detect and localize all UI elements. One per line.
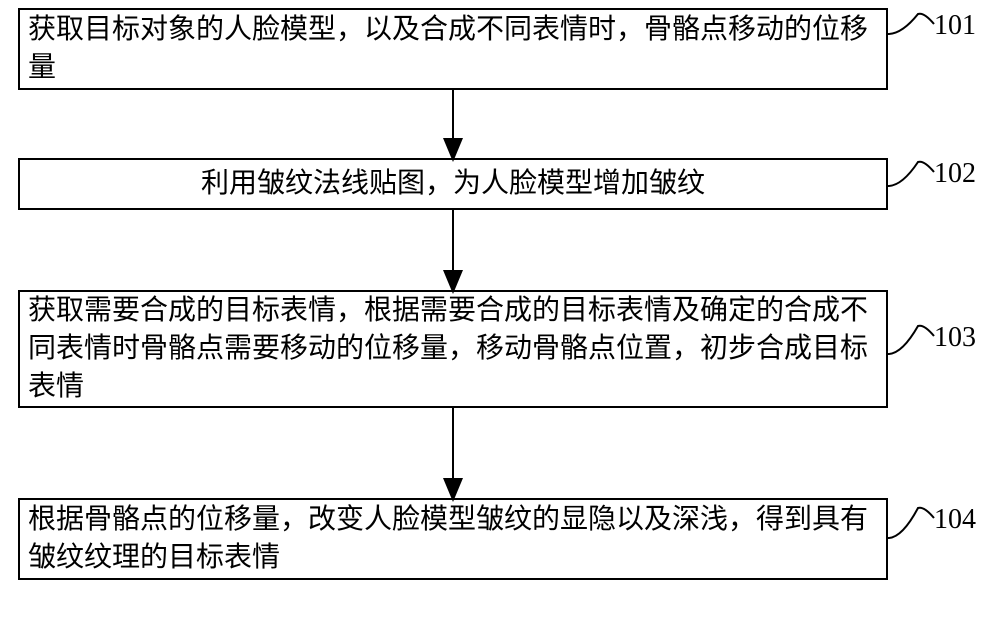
label-text: 104 <box>934 504 976 535</box>
connector-101 <box>888 14 934 34</box>
step-label-102: 102 <box>934 158 976 190</box>
label-text: 103 <box>934 322 976 353</box>
flowchart: 获取目标对象的人脸模型，以及合成不同表情时，骨骼点移动的位移量 利用皱纹法线贴图… <box>0 0 1000 618</box>
step-text: 获取目标对象的人脸模型，以及合成不同表情时，骨骼点移动的位移量 <box>28 11 878 87</box>
connector-103 <box>888 326 934 354</box>
step-text: 利用皱纹法线贴图，为人脸模型增加皱纹 <box>201 165 705 203</box>
step-box-101: 获取目标对象的人脸模型，以及合成不同表情时，骨骼点移动的位移量 <box>18 8 888 90</box>
label-text: 101 <box>934 10 976 41</box>
step-text: 获取需要合成的目标表情，根据需要合成的目标表情及确定的合成不同表情时骨骼点需要移… <box>28 292 878 405</box>
label-text: 102 <box>934 158 976 189</box>
step-box-104: 根据骨骼点的位移量，改变人脸模型皱纹的显隐以及深浅，得到具有皱纹纹理的目标表情 <box>18 498 888 580</box>
step-box-103: 获取需要合成的目标表情，根据需要合成的目标表情及确定的合成不同表情时骨骼点需要移… <box>18 290 888 408</box>
step-label-103: 103 <box>934 322 976 354</box>
connector-104 <box>888 508 934 538</box>
step-box-102: 利用皱纹法线贴图，为人脸模型增加皱纹 <box>18 158 888 210</box>
connector-102 <box>888 162 934 186</box>
step-label-104: 104 <box>934 504 976 536</box>
step-text: 根据骨骼点的位移量，改变人脸模型皱纹的显隐以及深浅，得到具有皱纹纹理的目标表情 <box>28 501 878 577</box>
step-label-101: 101 <box>934 10 976 42</box>
